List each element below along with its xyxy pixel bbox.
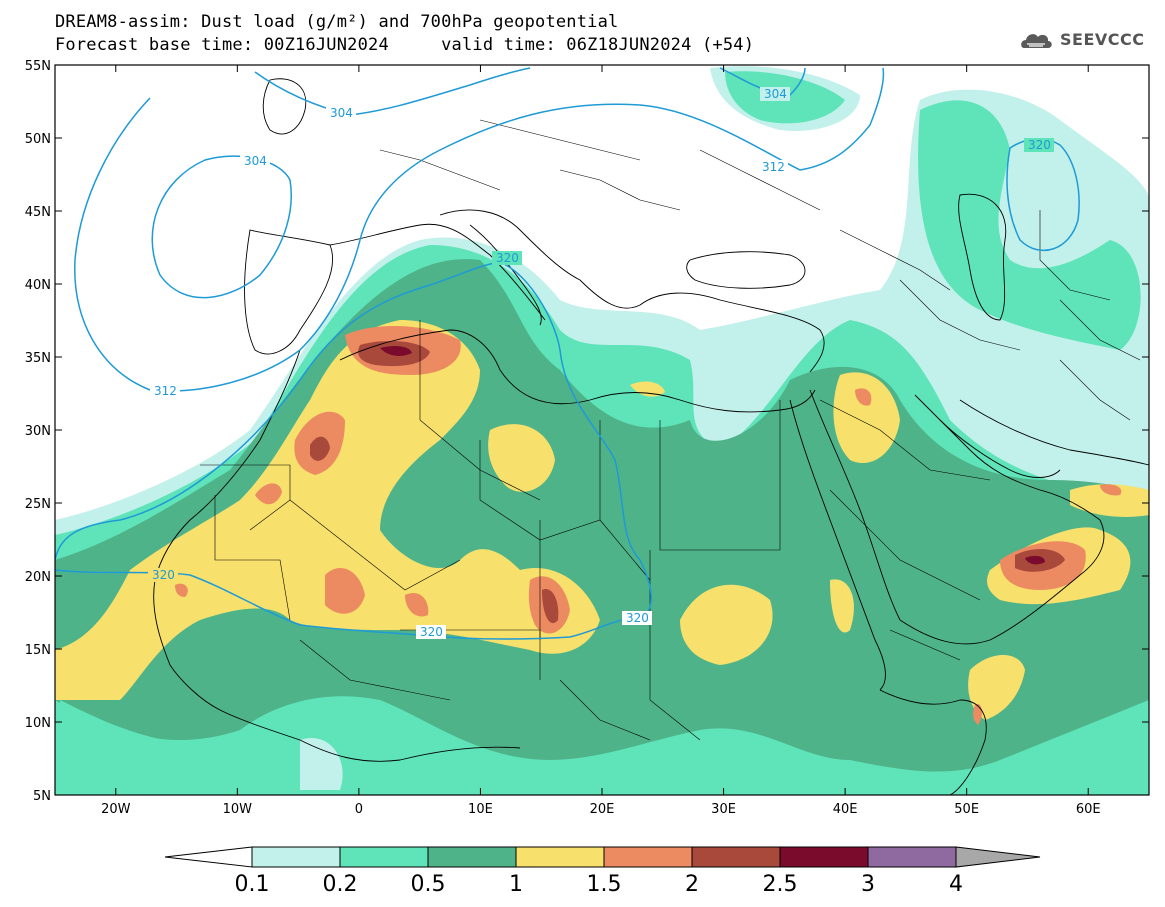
colorbar-swatch	[251, 846, 341, 868]
colorbar-label: 1	[509, 872, 523, 897]
lon-label: 40E	[833, 802, 858, 817]
colorbar	[164, 846, 1041, 868]
colorbar-label: 0.2	[322, 872, 358, 897]
contour-label: 320	[420, 625, 443, 639]
borders	[200, 119, 1141, 741]
lat-label: 5N	[33, 789, 51, 804]
lat-label: 50N	[25, 132, 51, 147]
lat-label: 30N	[25, 424, 51, 439]
contour-label: 320	[496, 251, 519, 265]
lat-label: 35N	[25, 351, 51, 366]
colorbar-swatch	[427, 846, 517, 868]
colorbar-swatch	[779, 846, 869, 868]
lat-label: 25N	[25, 497, 51, 512]
colorbar-min-arrow	[164, 846, 253, 868]
lon-label: 10E	[468, 802, 493, 817]
contour-label: 304	[244, 154, 267, 168]
contour-label: 312	[762, 160, 785, 174]
cloud-logo-icon	[1021, 34, 1052, 48]
logo-text: SEEVCCC	[1060, 30, 1145, 49]
colorbar-max-arrow	[955, 846, 1041, 868]
lon-label: 20W	[101, 802, 131, 817]
lon-label: 20E	[590, 802, 615, 817]
lon-label: 60E	[1076, 802, 1101, 817]
colorbar-label: 3	[861, 872, 875, 897]
lon-label: 30E	[711, 802, 736, 817]
latitude-axis: 5N 10N 15N 20N 25N 30N 35N 40N 45N 50N 55N	[25, 59, 1149, 804]
contour-label: 320	[152, 568, 175, 582]
colorbar-swatch	[691, 846, 781, 868]
lat-label: 55N	[25, 59, 51, 74]
contour-label: 320	[1028, 138, 1051, 152]
colorbar-label: 0.5	[410, 872, 446, 897]
coastlines	[153, 78, 1149, 795]
colorbar-swatch	[339, 846, 429, 868]
dust-field: 304 304 304 312 312 320 320 320 320 320	[55, 65, 1149, 795]
colorbar-label: 1.5	[586, 872, 622, 897]
colorbar-label: 2	[685, 872, 699, 897]
map-title-line1: DREAM8-assim: Dust load (g/m²) and 700hP…	[55, 12, 619, 32]
lat-label: 20N	[25, 570, 51, 585]
colorbar-label: 0.1	[234, 872, 270, 897]
colorbar-swatch	[515, 846, 605, 868]
colorbar-swatch	[867, 846, 957, 868]
colorbar-label: 4	[949, 872, 963, 897]
lon-label: 0	[355, 802, 363, 817]
lat-label: 45N	[25, 205, 51, 220]
contour-labels: 304 304 304 312 312 320 320 320 320 320	[148, 87, 1054, 639]
contour-label: 304	[764, 87, 787, 101]
lat-label: 15N	[25, 643, 51, 658]
contour-label: 320	[626, 611, 649, 625]
contour-label: 312	[154, 384, 177, 398]
lat-label: 40N	[25, 278, 51, 293]
colorbar-swatch	[603, 846, 693, 868]
colorbar-label: 2.5	[762, 872, 798, 897]
map-title-line2: Forecast base time: 00Z16JUN2024 valid t…	[55, 35, 755, 55]
lat-label: 10N	[25, 716, 51, 731]
lon-label: 10W	[223, 802, 253, 817]
lon-label: 50E	[954, 802, 979, 817]
longitude-axis: 20W 10W 0 10E 20E 30E 40E 50E 60E	[101, 65, 1101, 817]
contour-label: 304	[330, 106, 353, 120]
